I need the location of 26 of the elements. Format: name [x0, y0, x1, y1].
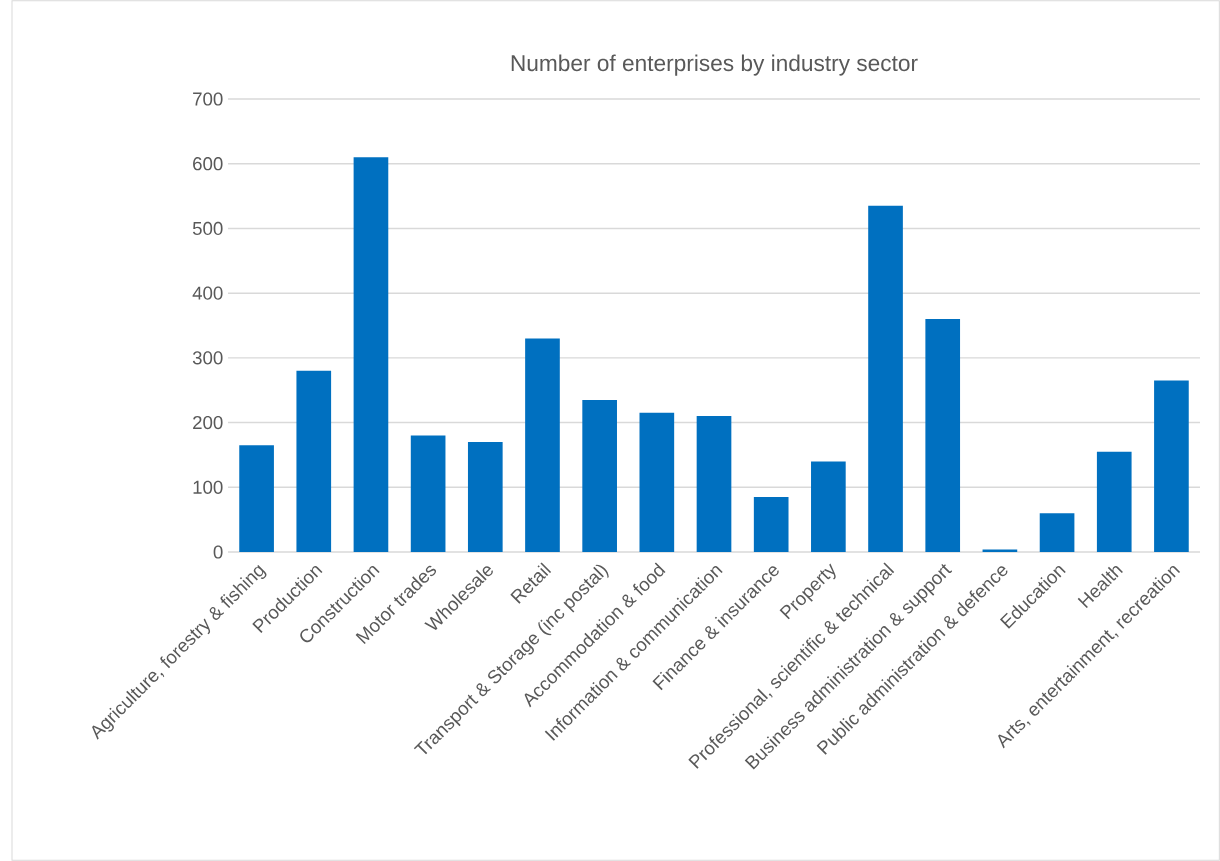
bar — [410, 435, 446, 552]
y-tick-label: 100 — [193, 480, 223, 494]
bar — [982, 549, 1018, 552]
bar — [525, 338, 560, 552]
y-tick-label: 200 — [193, 415, 223, 430]
bar — [639, 412, 675, 552]
y-tick-label: 0 — [213, 545, 223, 559]
bar — [925, 319, 961, 552]
bar — [582, 399, 617, 552]
y-tick-label: 700 — [193, 92, 223, 106]
bar — [753, 497, 789, 552]
bar — [1096, 451, 1132, 552]
y-tick-label: 500 — [192, 221, 223, 236]
bar — [1039, 513, 1075, 552]
y-tick-label: 300 — [192, 351, 223, 365]
bar — [467, 441, 503, 552]
bar — [868, 205, 903, 552]
bar — [811, 461, 846, 552]
bar — [353, 157, 389, 552]
bar — [296, 370, 332, 552]
y-tick-label: 600 — [193, 157, 223, 171]
y-tick-label: 400 — [192, 286, 223, 300]
bar — [696, 416, 732, 552]
bar — [239, 445, 274, 552]
chart-title: Number of enterprises by industry sector — [511, 54, 918, 76]
bar — [1154, 380, 1189, 552]
